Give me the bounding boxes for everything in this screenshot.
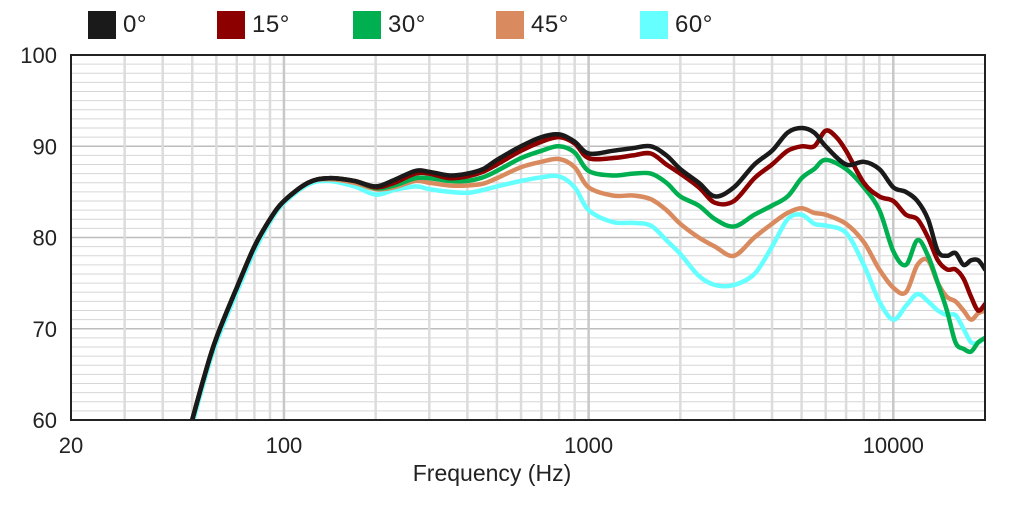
legend-label: 60°: [675, 11, 713, 38]
y-tick-label: 100: [20, 43, 57, 68]
x-axis-label: Frequency (Hz): [413, 460, 571, 486]
x-tick-label: 10000: [863, 433, 924, 458]
legend-item: 15°: [217, 10, 290, 40]
y-tick-label: 70: [33, 317, 57, 342]
x-tick-label: 20: [59, 433, 83, 458]
x-tick-label: 1000: [564, 433, 613, 458]
y-tick-label: 90: [33, 134, 57, 159]
plot-border: [70, 54, 986, 421]
legend-swatch: [640, 11, 668, 39]
legend-item: 30°: [353, 10, 426, 40]
x-tick-label: 100: [266, 433, 303, 458]
y-tick-label: 60: [33, 408, 57, 433]
legend-label: 15°: [252, 11, 290, 38]
legend-item: 60°: [640, 10, 713, 40]
legend-label: 30°: [388, 11, 426, 38]
y-tick-label: 80: [33, 226, 57, 251]
legend-label: 0°: [123, 11, 147, 38]
legend-label: 45°: [531, 11, 569, 38]
legend-swatch: [353, 11, 381, 39]
legend-swatch: [496, 11, 524, 39]
legend-swatch: [88, 11, 116, 39]
legend-item: 45°: [496, 10, 569, 40]
series-line-0: [189, 125, 985, 420]
legend-item: 0°: [88, 10, 147, 40]
legend-swatch: [217, 11, 245, 39]
